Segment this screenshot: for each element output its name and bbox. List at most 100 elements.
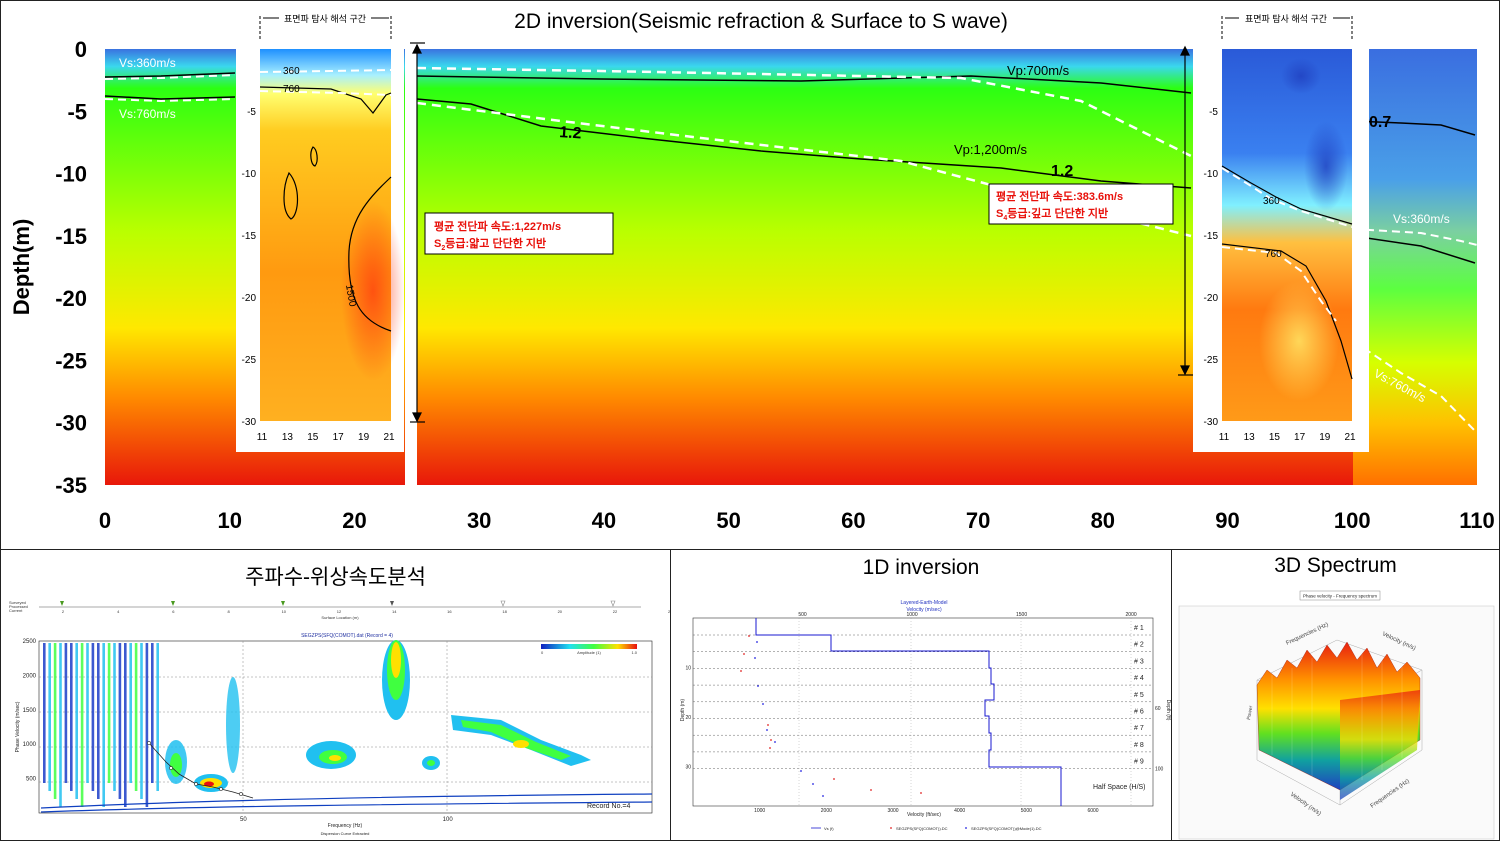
surface-tick: 18 [502,609,507,614]
inv1d-top-tick: 2000 [1126,612,1137,618]
freq-y-tick: 500 [26,777,37,783]
svg-text:1.0: 1.0 [631,650,637,655]
surface-tick: 4 [117,609,120,614]
contour-right-760 [1352,340,1478,434]
freq-x-tick: 100 [443,817,454,823]
svg-text:Vs (f): Vs (f) [824,826,834,831]
inset-x-tick: 11 [1219,432,1230,443]
y-tick-label: -25 [55,348,87,373]
svg-text:Depth (ft): Depth (ft) [1165,700,1171,721]
x-tick-label: 0 [99,508,111,533]
label-1-2a: 1.2 [559,124,582,143]
surface-tick: 22 [613,609,618,614]
svg-text:Phase Velocity (m/sec): Phase Velocity (m/sec) [15,701,21,752]
label-vs760: Vs:760m/s [119,107,176,121]
surface-tick: 8 [227,609,230,614]
label-vs360-right: Vs:360m/s [1393,212,1450,226]
contour-left-2 [104,95,236,100]
layer-label: # 1 [1134,625,1144,632]
inv1d-top-tick: 500 [798,612,807,618]
inv1d-chart: Layered-Earth-Model Velocity (m/sec) 500… [680,600,1171,831]
x-tick-label: 20 [342,508,366,533]
spectrum-band [151,643,154,783]
inset-y-tick: -10 [242,169,257,180]
seismic-2d-chart: 360 760 1500 -5-10-15-20-25-30 11 13 15 17 1… [9,10,1495,533]
svg-text:Phase velocity - Frequency spe: Phase velocity - Frequency spectrum [1303,594,1377,599]
spectrum-band [75,643,78,799]
inset-brackets [259,16,1353,41]
inset-y-tick: -20 [242,293,257,304]
inv1d-bottom-tick: 2000 [821,808,832,814]
spec3d-panel-title: 3D Spectrum [1274,554,1397,577]
inv1d-y-tick: 20 [685,715,691,721]
x-tick-label: 10 [217,508,241,533]
svg-text:Record No.=4: Record No.=4 [587,803,630,810]
inv1d-bottom-tick: 5000 [1021,808,1032,814]
svg-text:평균 전단파 속도:1,227m/s: 평균 전단파 속도:1,227m/s [434,219,561,233]
svg-text:Processed: Processed [9,604,28,609]
y-tick-label: -30 [55,411,87,436]
layer-label: # 4 [1134,675,1144,682]
svg-text:S4등급:깊고 단단한 지반: S4등급:깊고 단단한 지반 [996,206,1108,222]
spectrum-band [70,643,73,791]
layer-label: # 3 [1134,658,1144,665]
label-vp1200: Vp:1,200m/s [954,142,1027,157]
inset-x-tick: 21 [1344,432,1356,443]
surface-tick: 14 [392,609,397,614]
svg-text:Surface Location (m): Surface Location (m) [321,615,359,620]
spectrum-band [91,643,95,791]
x-tick-label: 70 [966,508,990,533]
spectrum-band [140,643,143,799]
inset-x-tick: 15 [307,432,319,443]
seismic-2d-panel: 360 760 1500 -5 -10 -15 -20 -25 -30 11 13 15 17 1… [0,0,1500,550]
surface-tick: 10 [282,609,287,614]
inv1d-y-tick: 30 [685,764,691,770]
inv1d-top-tick: 1500 [1016,612,1027,618]
svg-text:평균 전단파 속도:383.6m/s: 평균 전단파 속도:383.6m/s [996,189,1123,203]
inv1d-right-tick: 100 [1155,766,1164,772]
inset-y-tick: -15 [242,231,257,242]
inv1d-y-tick: 10 [685,665,691,671]
x-tick-label: 90 [1215,508,1239,533]
contour-right-07 [1352,120,1476,136]
svg-text:Power: Power [1246,705,1254,720]
spectrum-band [118,643,122,799]
y-axis-label: Depth(m) [9,219,34,316]
svg-text:표면파 탐사 해석 구간: 표면파 탐사 해석 구간 [284,13,366,24]
inv1d-bottom-tick: 3000 [887,808,898,814]
contour-left-1 [104,72,236,78]
spec3d-chart: Phase velocity - Frequency spectrum Freq… [1178,590,1495,840]
info-box-right: 평균 전단파 속도:383.6m/s S4등급:깊고 단단한 지반 [988,183,1174,225]
inset-x-tick: 17 [333,432,345,443]
spectrum-band [86,643,89,783]
svg-text:S2등급:얇고 단단한 지반: S2등급:얇고 단단한 지반 [434,236,546,252]
inv1d-panel-title: 1D inversion [862,556,980,579]
contour-vp1200 [416,98,1192,189]
x-tick-label: 30 [467,508,491,533]
label-1-2b: 1.2 [1051,163,1073,180]
surface-tick: 2 [62,609,65,614]
contour-left-1-dash [104,74,236,80]
freq-y-tick: 1500 [23,708,37,714]
inset-x-tick: 17 [1294,432,1306,443]
svg-text:1500: 1500 [343,284,358,308]
inset-y-tick: -30 [242,417,257,428]
svg-text:Amplitude (1): Amplitude (1) [577,650,601,655]
layer-label: # 6 [1134,709,1144,716]
svg-text:SEGZPS(SFQ(COMOT))@Mode(1).DC: SEGZPS(SFQ(COMOT))@Mode(1).DC [971,826,1042,831]
x-tick-label: 40 [592,508,616,533]
freq-panel-title: 주파수-위상속도분석 [245,566,426,589]
spectrum-band [97,643,100,799]
inversion-1d-panel: 1D inversion Layered-Earth-Model Velocit… [670,549,1172,841]
spectrum-band [80,643,84,807]
inset-y-tick: -25 [242,355,257,366]
svg-text:Dispersion Curve Extracted: Dispersion Curve Extracted [321,831,370,836]
inset-x-tick: 21 [383,432,395,443]
y-tick-label: -15 [55,224,87,249]
spectrum-band [64,643,68,783]
layer-label: # 7 [1134,725,1144,732]
inv1d-bottom-tick: 4000 [954,808,965,814]
inset-x-tick: 11 [257,432,268,443]
inv1d-top-tick: 1000 [906,612,917,618]
